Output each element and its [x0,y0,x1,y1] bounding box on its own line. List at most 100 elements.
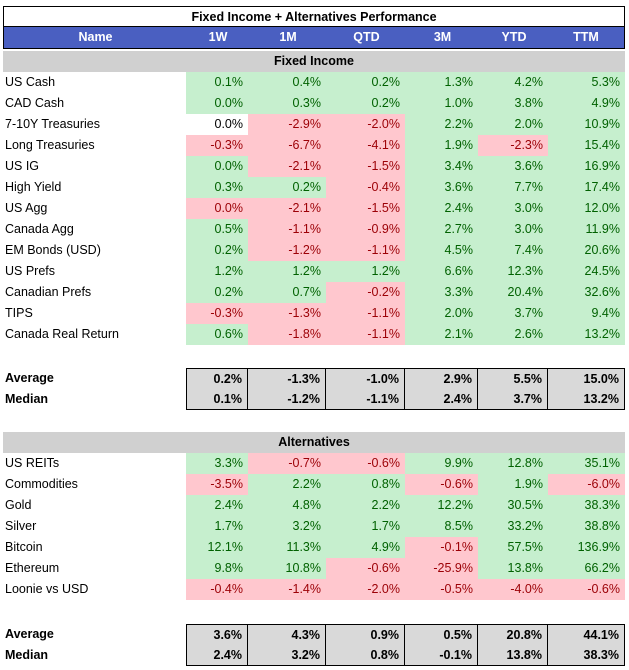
cell-qtd: -1.5% [326,156,405,177]
cell-ttm: 13.2% [548,389,625,410]
row-name: US Prefs [5,264,56,278]
cell-ytd: 20.8% [478,624,548,645]
cell-1m: 1.2% [248,261,326,282]
cell-1m: -1.3% [248,303,326,324]
column-header-ytd: YTD [501,30,527,44]
table-row: Long Treasuries -0.3% -6.7% -4.1% 1.9% -2.3% 1… [0,135,629,156]
row-name: Ethereum [5,561,60,575]
cell-1w: 12.1% [186,537,248,558]
cell-ytd: 3.8% [478,93,548,114]
cell-1w: 0.5% [186,219,248,240]
cell-qtd: 0.2% [326,72,405,93]
cell-ytd: 57.5% [478,537,548,558]
cell-ytd: -2.3% [478,135,548,156]
cell-1m: 0.7% [248,282,326,303]
cell-3m: 3.3% [405,282,478,303]
row-name: US Agg [5,201,48,215]
median-label: Median [5,392,49,406]
table-row: 7-10Y Treasuries 0.0% -2.9% -2.0% 2.2% 2.0% 10… [0,114,629,135]
cell-3m: 2.0% [405,303,478,324]
table-row: US Prefs 1.2% 1.2% 1.2% 6.6% 12.3% 24.5% [0,261,629,282]
cell-3m: 1.3% [405,72,478,93]
cell-3m: 2.2% [405,114,478,135]
cell-ttm: 9.4% [548,303,625,324]
column-header-name: Name [78,30,113,44]
median-label: Median [5,648,49,662]
cell-3m: 8.5% [405,516,478,537]
cell-ytd: 3.7% [478,389,548,410]
column-header-row: Name 1W 1M QTD 3M YTD TTM [3,27,625,49]
cell-3m: 2.7% [405,219,478,240]
cell-3m: 9.9% [405,453,478,474]
cell-1m: 3.2% [248,516,326,537]
cell-1m: 0.2% [248,177,326,198]
table-row: Silver 1.7% 3.2% 1.7% 8.5% 33.2% 38.8% [0,516,629,537]
cell-ytd: 12.3% [478,261,548,282]
row-name: Canadian Prefs [5,285,92,299]
cell-1m: -2.1% [248,198,326,219]
cell-qtd: -0.6% [326,558,405,579]
row-name: Canada Real Return [5,327,119,341]
cell-1m: -1.3% [248,368,326,389]
cell-3m: 6.6% [405,261,478,282]
cell-1w: -0.3% [186,303,248,324]
cell-ttm: 17.4% [548,177,625,198]
section-header-alternatives: Alternatives [3,432,625,453]
cell-ttm: 4.9% [548,93,625,114]
row-name: Loonie vs USD [5,582,89,596]
cell-3m: 2.9% [405,368,478,389]
cell-1m: -1.4% [248,579,326,600]
cell-qtd: -1.1% [326,303,405,324]
table-row: Loonie vs USD -0.4% -1.4% -2.0% -0.5% -4.0% -0… [0,579,629,600]
row-name: Canada Agg [5,222,74,236]
cell-qtd: 0.8% [326,645,405,666]
table-row: US Agg 0.0% -2.1% -1.5% 2.4% 3.0% 12.0% [0,198,629,219]
cell-ttm: 32.6% [548,282,625,303]
cell-1m: -0.7% [248,453,326,474]
table-row: Bitcoin 12.1% 11.3% 4.9% -0.1% 57.5% 136.9% [0,537,629,558]
cell-ttm: 5.3% [548,72,625,93]
row-name: TIPS [5,306,33,320]
cell-1w: 0.2% [186,368,248,389]
table-row: US Cash 0.1% 0.4% 0.2% 1.3% 4.2% 5.3% [0,72,629,93]
cell-1w: 0.0% [186,114,248,135]
cell-ttm: 38.3% [548,495,625,516]
cell-1m: -1.2% [248,389,326,410]
cell-qtd: -0.6% [326,453,405,474]
cell-qtd: -1.0% [326,368,405,389]
cell-1m: 0.3% [248,93,326,114]
cell-qtd: -1.1% [326,240,405,261]
cell-1w: -0.4% [186,579,248,600]
median-row: Median 0.1% -1.2% -1.1% 2.4% 3.7% 13.2% [0,389,629,410]
cell-3m: 12.2% [405,495,478,516]
cell-ytd: 1.9% [478,474,548,495]
column-header-1m: 1M [279,30,297,44]
cell-qtd: -1.5% [326,198,405,219]
cell-qtd: 0.8% [326,474,405,495]
cell-3m: 2.1% [405,324,478,345]
cell-3m: -25.9% [405,558,478,579]
cell-1w: 0.1% [186,72,248,93]
cell-ttm: 35.1% [548,453,625,474]
cell-1m: 10.8% [248,558,326,579]
table-row: TIPS -0.3% -1.3% -1.1% 2.0% 3.7% 9.4% [0,303,629,324]
cell-1w: 3.6% [186,624,248,645]
cell-qtd: -1.1% [326,324,405,345]
cell-ttm: 15.0% [548,368,625,389]
cell-1w: 9.8% [186,558,248,579]
table-row: Canada Agg 0.5% -1.1% -0.9% 2.7% 3.0% 11.9% [0,219,629,240]
average-row: Average 3.6% 4.3% 0.9% 0.5% 20.8% 44.1% [0,624,629,645]
cell-3m: -0.5% [405,579,478,600]
cell-qtd: -2.0% [326,114,405,135]
row-name: Gold [5,498,32,512]
row-name: Commodities [5,477,78,491]
average-label: Average [5,627,54,641]
table-row: US REITs 3.3% -0.7% -0.6% 9.9% 12.8% 35.1% [0,453,629,474]
table-row: Canadian Prefs 0.2% 0.7% -0.2% 3.3% 20.4% 32.6… [0,282,629,303]
cell-qtd: 1.2% [326,261,405,282]
cell-1w: 2.4% [186,495,248,516]
cell-ytd: 12.8% [478,453,548,474]
cell-1w: 1.7% [186,516,248,537]
cell-ttm: 24.5% [548,261,625,282]
